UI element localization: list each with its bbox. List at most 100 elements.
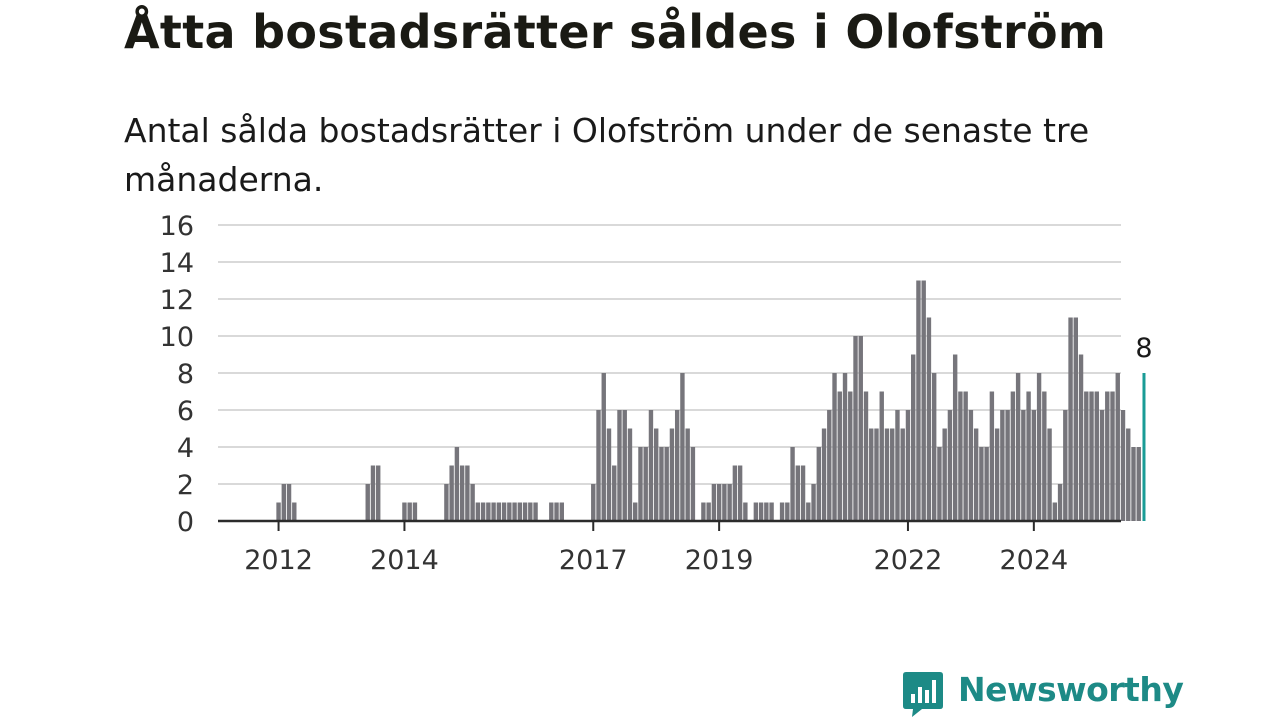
bar [281, 484, 287, 521]
bar [465, 465, 470, 521]
bar [674, 410, 680, 521]
bar [654, 428, 659, 521]
bar [475, 502, 481, 521]
bar [454, 447, 460, 521]
bar [486, 502, 491, 521]
bar [727, 484, 732, 521]
bar [821, 428, 827, 521]
bar [648, 410, 654, 521]
bar [853, 336, 858, 521]
newsworthy-logo[interactable]: Newsworthy [902, 668, 1184, 718]
bar [517, 502, 523, 521]
bar [900, 428, 905, 521]
bar [496, 502, 502, 521]
bar [1078, 354, 1084, 521]
bar [874, 428, 879, 521]
bar [832, 373, 837, 521]
x-tick-label: 2024 [999, 545, 1068, 576]
bar [402, 502, 407, 521]
bar [989, 391, 995, 521]
bar [627, 428, 633, 521]
bar [858, 336, 863, 521]
x-tick-label: 2012 [244, 545, 313, 576]
bar [591, 484, 596, 521]
brand-name: Newsworthy [958, 670, 1184, 709]
bar [931, 373, 937, 521]
y-tick-label: 10 [160, 322, 194, 353]
bar [779, 502, 785, 521]
bar [842, 373, 848, 521]
x-tick-label: 2014 [370, 545, 439, 576]
bar [879, 391, 884, 521]
bar [1110, 391, 1115, 521]
bar [790, 447, 795, 521]
bar [984, 447, 989, 521]
bar [1131, 447, 1136, 521]
bar [911, 354, 916, 521]
bar [501, 502, 507, 521]
bar [685, 428, 690, 521]
bar [633, 502, 638, 521]
bar [1105, 391, 1110, 521]
bar [979, 447, 984, 521]
bar [716, 484, 722, 521]
bar [617, 410, 622, 521]
y-tick-label: 2 [177, 470, 194, 501]
bar [711, 484, 717, 521]
bar [764, 502, 769, 521]
bar [1000, 410, 1005, 521]
bar [827, 410, 832, 521]
bar [370, 465, 376, 521]
bar [606, 428, 612, 521]
bar [811, 484, 816, 521]
bar [1052, 502, 1058, 521]
bar [921, 280, 926, 521]
data-label-latest: 8 [1135, 333, 1152, 364]
bar [601, 373, 606, 521]
bar [1115, 373, 1120, 521]
bar [848, 391, 853, 521]
bar [292, 502, 297, 521]
x-tick-label: 2017 [559, 545, 628, 576]
bar [1057, 484, 1063, 521]
bar [638, 447, 643, 521]
bar [743, 502, 748, 521]
y-tick-label: 16 [160, 211, 194, 242]
bar-chart-speech-bubble-icon [903, 672, 943, 717]
bar [643, 447, 648, 521]
bar [1010, 391, 1016, 521]
bar [706, 502, 711, 521]
bar [701, 502, 706, 521]
bar [491, 502, 496, 521]
bar [559, 502, 564, 521]
bar [963, 391, 968, 521]
bar [376, 465, 381, 521]
bar [1094, 391, 1099, 521]
bar [722, 484, 727, 521]
bar [512, 502, 517, 521]
bar [1073, 317, 1078, 521]
bar [1026, 391, 1031, 521]
bar [958, 391, 963, 521]
bar [1036, 373, 1042, 521]
bar [1136, 447, 1141, 521]
y-tick-label: 14 [160, 248, 194, 279]
bar [1031, 410, 1037, 521]
bar [1084, 391, 1089, 521]
bar [1099, 410, 1105, 521]
bar [507, 502, 512, 521]
bar [968, 410, 974, 521]
bar [800, 465, 806, 521]
bar [994, 428, 1000, 521]
bar [680, 373, 685, 521]
bar [459, 465, 465, 521]
bar [916, 280, 921, 521]
bar [795, 465, 801, 521]
bar [690, 447, 696, 521]
bar [1126, 428, 1131, 521]
bar [659, 447, 664, 521]
bar [528, 502, 533, 521]
y-tick-label: 6 [177, 396, 194, 427]
y-tick-label: 0 [177, 507, 194, 538]
bar [973, 428, 979, 521]
